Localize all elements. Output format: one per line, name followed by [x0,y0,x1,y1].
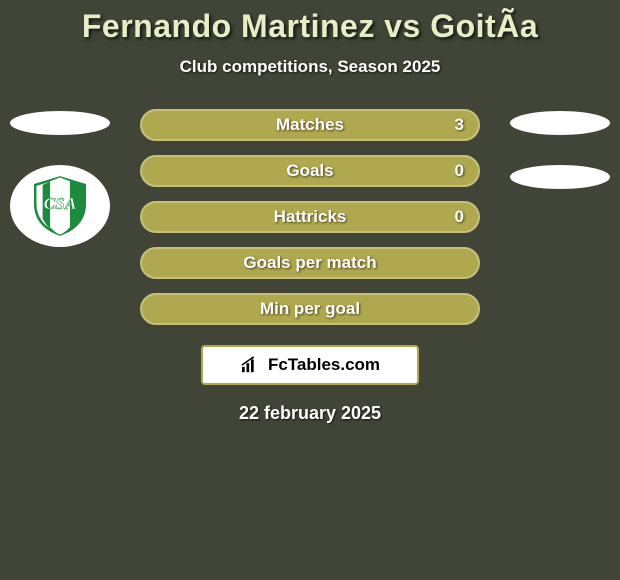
club-badge-container: CSA [10,165,110,247]
brand-badge[interactable]: FcTables.com [201,345,419,385]
stat-bar-hattricks: Hattricks 0 [140,201,480,233]
stat-label: Matches [276,115,344,135]
stat-label: Goals [286,161,333,181]
stat-value: 0 [455,207,464,227]
left-player-column: CSA [10,109,110,247]
club-shield-letters: CSA [44,194,77,213]
stat-value: 0 [455,161,464,181]
stat-label: Hattricks [274,207,347,227]
page-container: Fernando Martinez vs GoitÃa Club competi… [0,0,620,424]
stat-bar-matches: Matches 3 [140,109,480,141]
player-placeholder-ellipse [10,111,110,135]
club-shield-icon: CSA [29,175,91,237]
brand-text: FcTables.com [268,355,380,375]
stat-bar-min-per-goal: Min per goal [140,293,480,325]
chart-icon [240,356,262,374]
right-player-column [510,109,610,189]
stat-label: Goals per match [243,253,376,273]
page-title: Fernando Martinez vs GoitÃa [0,8,620,45]
stat-bars: Matches 3 Goals 0 Hattricks 0 Goals per … [140,109,480,325]
player-placeholder-ellipse [510,111,610,135]
stats-area: CSA Matches 3 Goals 0 Hattricks 0 Goals … [0,109,620,325]
stat-value: 3 [455,115,464,135]
stat-bar-goals: Goals 0 [140,155,480,187]
stat-bar-goals-per-match: Goals per match [140,247,480,279]
club-placeholder-ellipse [510,165,610,189]
page-subtitle: Club competitions, Season 2025 [0,57,620,77]
date-text: 22 february 2025 [0,403,620,424]
stat-label: Min per goal [260,299,360,319]
